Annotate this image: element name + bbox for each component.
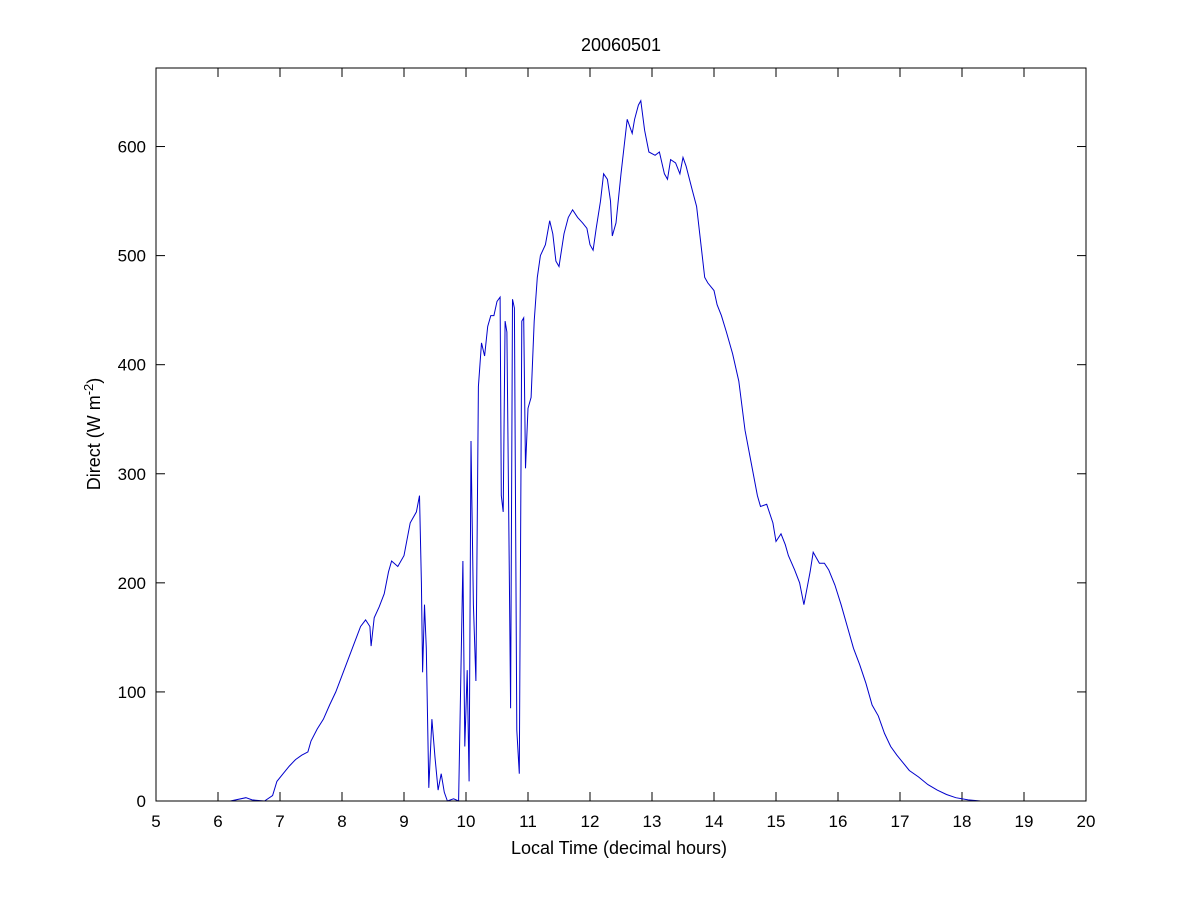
y-tick-label: 600 [118, 138, 146, 157]
y-axis-label-suffix: ) [84, 378, 104, 384]
y-axis-label-base: Direct (W m [84, 395, 104, 490]
x-tick-label: 9 [399, 812, 408, 831]
x-tick-label: 13 [643, 812, 662, 831]
x-tick-label: 8 [337, 812, 346, 831]
y-tick-labels: 0 100 200 300 400 500 600 [118, 138, 146, 811]
axes-frame [155, 67, 1087, 802]
x-tick-label: 20 [1077, 812, 1096, 831]
x-axis-label: Local Time (decimal hours) [511, 838, 727, 858]
plot-area [156, 68, 1086, 801]
x-tick-label: 11 [519, 812, 537, 831]
x-tick-label: 10 [457, 812, 476, 831]
x-tick-label: 14 [705, 812, 724, 831]
x-tick-label: 7 [275, 812, 284, 831]
tick-marks [155, 68, 1087, 802]
x-tick-label: 5 [151, 812, 160, 831]
x-tick-label: 17 [891, 812, 910, 831]
x-tick-label: 12 [581, 812, 600, 831]
y-tick-label: 400 [118, 356, 146, 375]
y-tick-label: 500 [118, 247, 146, 266]
y-axis-label: Direct (W m-2) [81, 378, 104, 491]
y-axis-label-superscript: -2 [81, 384, 96, 396]
x-tick-label: 19 [1015, 812, 1034, 831]
x-tick-label: 16 [829, 812, 848, 831]
y-tick-label: 300 [118, 465, 146, 484]
x-tick-label: 6 [213, 812, 222, 831]
series-line [176, 99, 1003, 802]
y-tick-label: 0 [137, 792, 146, 811]
x-tick-labels: 5 6 7 8 9 10 11 12 13 14 15 16 17 18 19 20 [151, 812, 1095, 831]
x-tick-label: 18 [953, 812, 972, 831]
y-tick-label: 100 [118, 683, 146, 702]
chart-title: 20060501 [581, 35, 661, 55]
x-tick-label: 15 [767, 812, 786, 831]
y-tick-label: 200 [118, 574, 146, 593]
